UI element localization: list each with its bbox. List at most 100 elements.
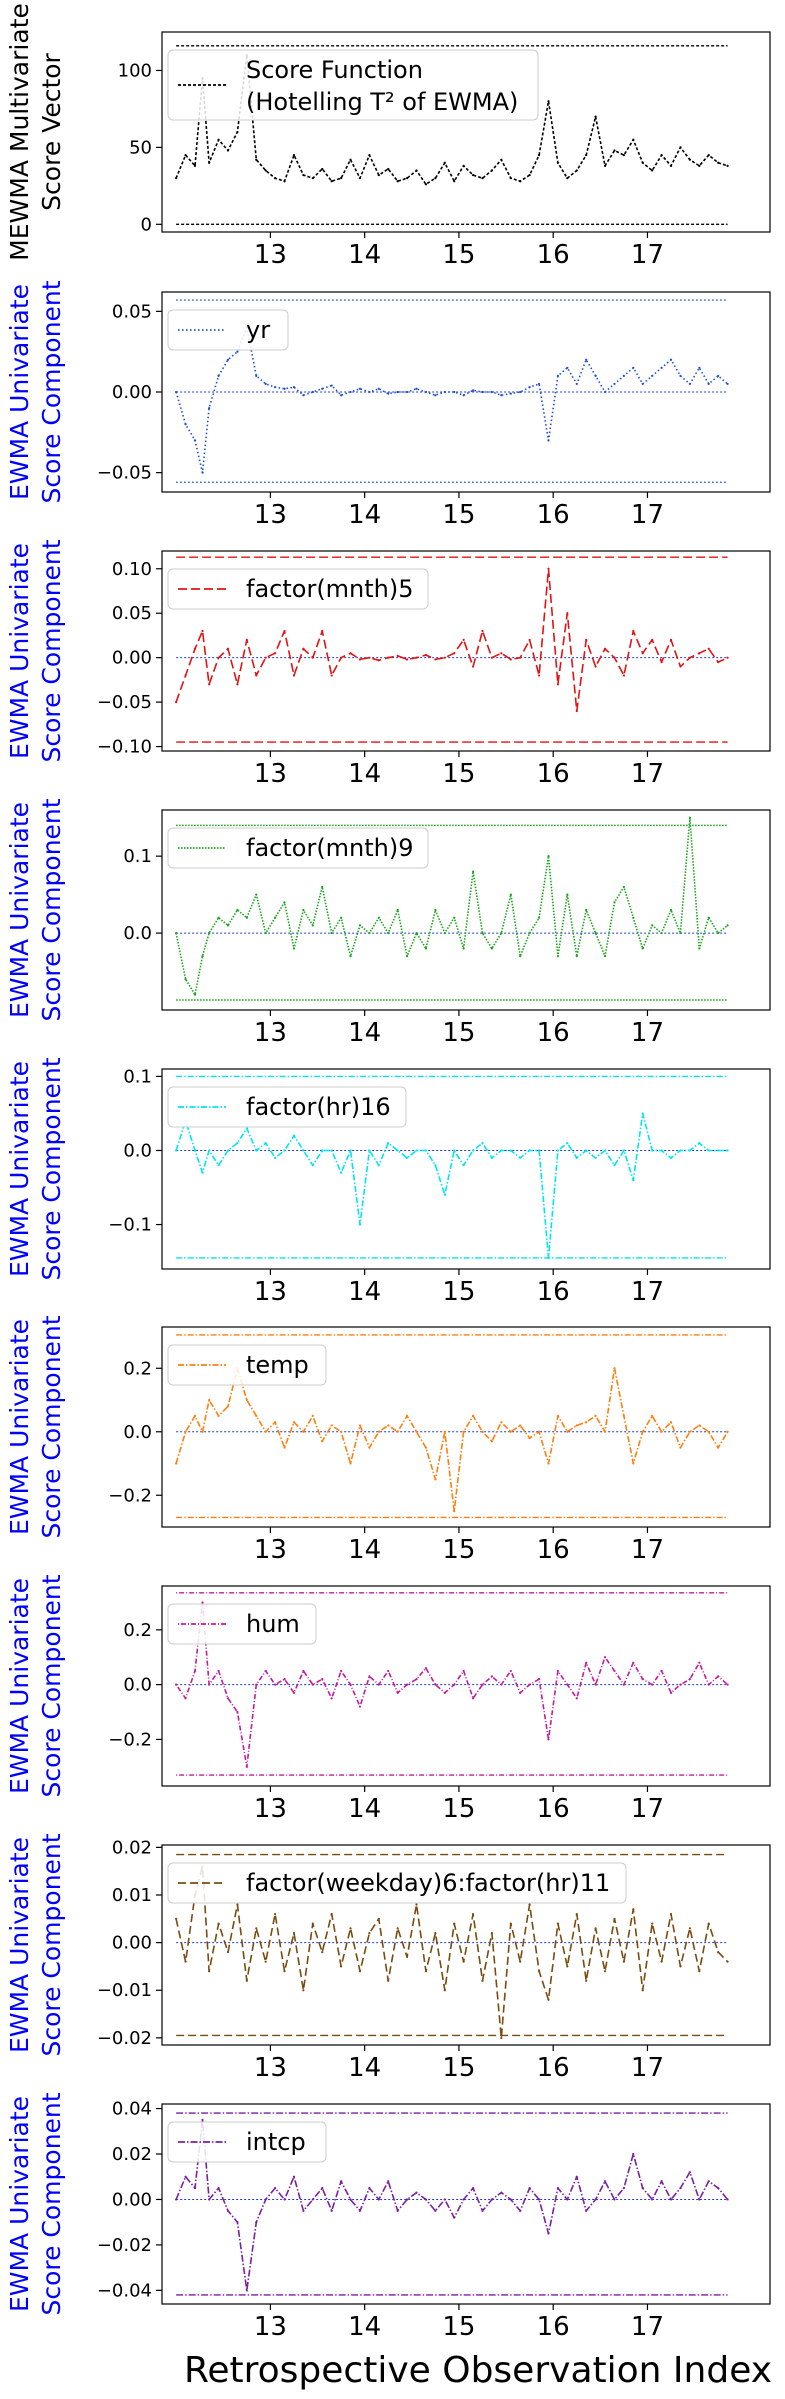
data-point-2-45 — [585, 358, 588, 361]
legend-9: intcp — [167, 2121, 327, 2163]
data-point-9-57 — [698, 2198, 701, 2201]
data-point-4-52 — [651, 924, 654, 927]
data-point-5-50 — [632, 1179, 635, 1182]
data-point-8-60 — [726, 1960, 729, 1963]
data-point-9-18 — [330, 2209, 333, 2212]
data-point-6-45 — [585, 1421, 588, 1424]
data-point-4-47 — [603, 955, 607, 958]
data-point-9-39 — [528, 2186, 531, 2190]
data-point-6-20 — [349, 1462, 352, 1465]
data-point-8-9 — [245, 1979, 248, 1982]
data-point-8-6 — [217, 1922, 220, 1925]
data-point-9-11 — [264, 2198, 267, 2201]
data-point-5-56 — [688, 1149, 691, 1152]
data-point-1-36 — [500, 158, 503, 161]
data-point-8-19 — [340, 1965, 343, 1968]
data-point-5-49 — [622, 1149, 625, 1152]
data-point-3-40 — [537, 674, 541, 677]
legend-8: factor(weekday)6:factor(hr)11 — [167, 1862, 627, 1904]
chart-panel-2: −0.05 0.00 0.05 13 14 15 16 17 EWMA Univariate Sc… — [5, 280, 771, 530]
data-point-1-59 — [717, 161, 720, 164]
data-point-4-49 — [622, 885, 625, 889]
data-point-7-57 — [698, 1661, 701, 1664]
data-point-9-34 — [481, 2209, 484, 2212]
data-point-4-60 — [726, 924, 729, 927]
data-point-8-51 — [641, 1989, 644, 1992]
data-point-9-29 — [434, 2209, 437, 2212]
data-point-8-34 — [481, 1979, 484, 1982]
data-point-1-55 — [679, 146, 682, 149]
data-point-8-59 — [717, 1951, 720, 1954]
data-point-3-16 — [311, 656, 314, 659]
data-point-4-5 — [208, 931, 211, 935]
y-tick-label-1-3: 100 — [118, 60, 152, 81]
data-point-8-50 — [632, 1908, 635, 1911]
data-point-9-40 — [537, 2198, 541, 2201]
data-point-9-46 — [594, 2198, 597, 2201]
data-point-1-46 — [594, 115, 597, 118]
data-point-6-22 — [368, 1446, 371, 1449]
x-tick-label-3-5: 17 — [631, 759, 664, 789]
data-point-4-37 — [509, 893, 512, 896]
x-tick-label-1-1: 13 — [254, 240, 287, 270]
data-point-5-58 — [707, 1149, 710, 1152]
data-point-3-44 — [575, 709, 578, 713]
data-point-3-13 — [283, 629, 286, 633]
data-point-3-35 — [490, 656, 494, 659]
series-line-7 — [175, 1601, 729, 1768]
data-point-2-25 — [396, 390, 399, 394]
data-point-5-40 — [537, 1149, 541, 1152]
data-point-3-58 — [707, 647, 710, 650]
data-point-5-12 — [274, 1156, 277, 1159]
legend-label-7-1: hum — [246, 1610, 300, 1638]
data-point-5-13 — [283, 1149, 286, 1152]
data-point-2-1 — [175, 390, 178, 394]
data-point-2-58 — [707, 382, 710, 386]
data-point-4-21 — [358, 924, 362, 927]
data-point-5-34 — [481, 1141, 484, 1145]
data-point-4-42 — [556, 955, 560, 958]
data-point-9-21 — [358, 2209, 362, 2212]
data-point-4-55 — [679, 931, 682, 935]
data-point-9-28 — [424, 2198, 428, 2201]
data-point-3-59 — [717, 661, 720, 664]
data-point-7-4 — [201, 1601, 204, 1604]
data-point-1-54 — [669, 164, 673, 167]
data-point-7-27 — [415, 1678, 418, 1681]
data-point-7-18 — [330, 1697, 333, 1700]
data-point-7-43 — [566, 1683, 569, 1686]
data-point-8-39 — [528, 1903, 531, 1906]
data-point-4-41 — [547, 855, 550, 858]
data-point-9-49 — [622, 2186, 625, 2190]
data-point-7-33 — [471, 1697, 475, 1700]
data-point-2-54 — [669, 358, 673, 361]
data-point-4-4 — [201, 955, 204, 958]
y-axis-label-line-5-1: EWMA Univariate — [5, 1061, 34, 1277]
data-point-1-37 — [509, 177, 512, 180]
data-point-6-30 — [443, 1430, 446, 1433]
data-point-1-43 — [566, 177, 569, 180]
data-point-3-19 — [340, 656, 343, 659]
data-point-1-49 — [622, 153, 625, 157]
y-axis-label-line-4-2: Score Component — [37, 798, 66, 1021]
data-point-9-60 — [726, 2198, 729, 2201]
data-point-2-10 — [255, 374, 258, 377]
y-tick-label-1-2: 50 — [129, 137, 152, 158]
data-point-1-33 — [471, 173, 475, 177]
data-point-8-13 — [283, 1970, 286, 1973]
chart-panel-6: −0.2 0.0 0.2 13 14 15 16 17 EWMA Univariate Score… — [5, 1315, 771, 1565]
data-point-1-6 — [217, 138, 220, 141]
data-point-2-28 — [424, 390, 428, 394]
y-tick-label-3-1: −0.10 — [97, 737, 152, 758]
data-point-3-20 — [349, 652, 352, 655]
data-point-3-9 — [245, 638, 248, 641]
data-point-6-60 — [726, 1430, 729, 1433]
data-point-3-38 — [519, 656, 522, 659]
data-point-6-48 — [613, 1367, 616, 1370]
data-point-6-16 — [311, 1414, 314, 1417]
legend-box-9 — [167, 2121, 327, 2163]
data-point-4-23 — [377, 916, 380, 919]
data-point-8-42 — [556, 1922, 560, 1925]
data-point-8-29 — [434, 1931, 437, 1935]
plot-frame-3 — [161, 550, 771, 752]
